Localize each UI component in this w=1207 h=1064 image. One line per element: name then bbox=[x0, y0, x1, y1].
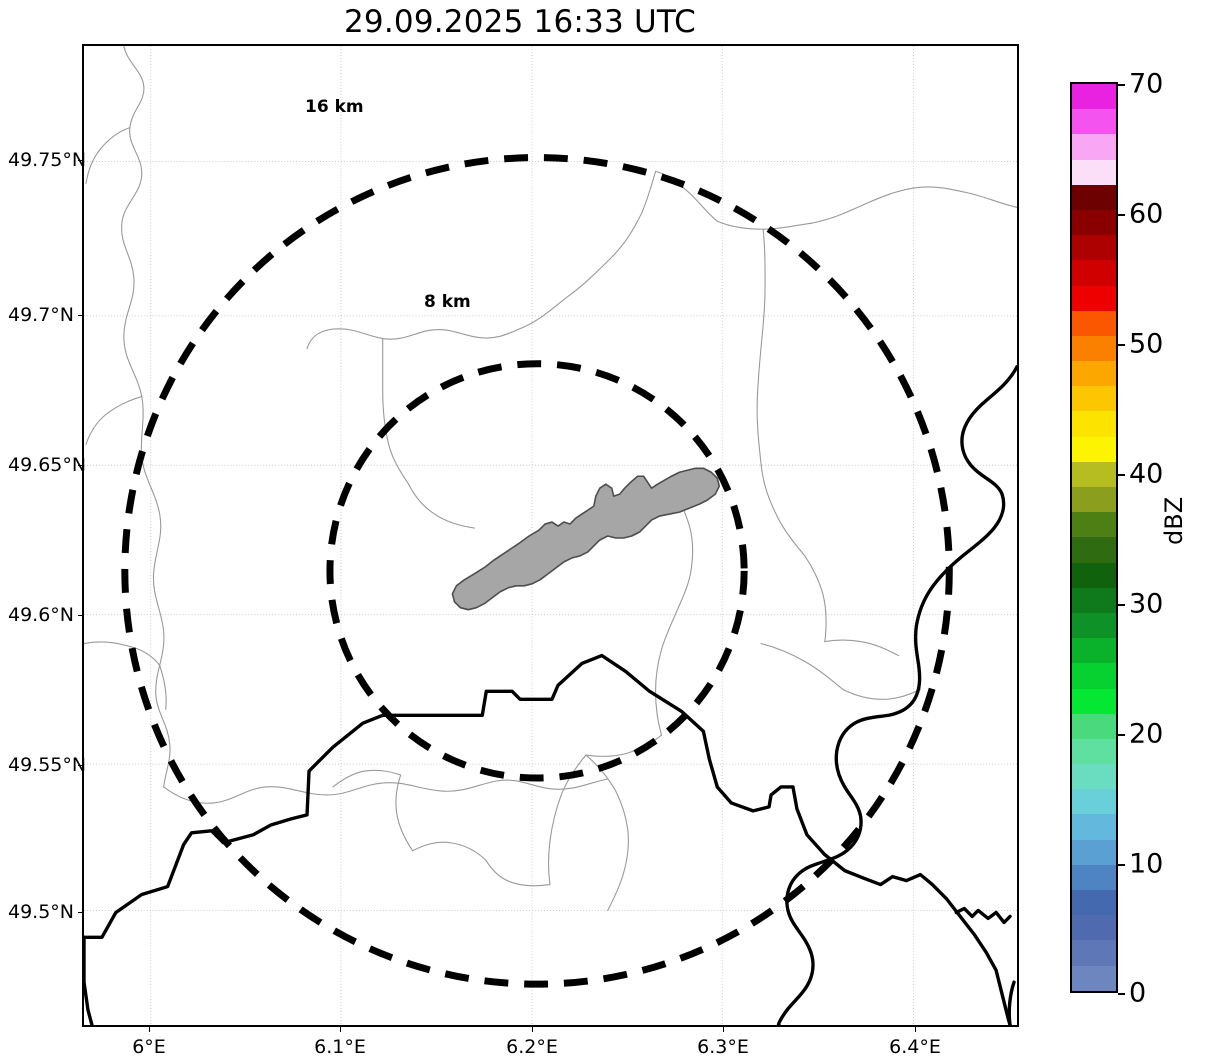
colorbar-band-23 bbox=[1072, 663, 1116, 689]
colorbar-band-14 bbox=[1072, 436, 1116, 462]
colorbar-tickmark bbox=[1118, 214, 1125, 216]
colorbar-band-29 bbox=[1072, 814, 1116, 840]
y-tick-label-3: 49.6°N bbox=[8, 604, 75, 626]
colorbar-tick-label-10: 10 bbox=[1129, 848, 1164, 880]
x-tickmark bbox=[340, 1027, 341, 1032]
map-axes[interactable] bbox=[82, 44, 1019, 1027]
colorbar-tickmark bbox=[1118, 734, 1125, 736]
x-tickmark bbox=[149, 1027, 150, 1032]
y-tickmark bbox=[78, 615, 83, 616]
colorbar-band-4 bbox=[1072, 184, 1116, 210]
admin-boundaries bbox=[84, 46, 1017, 912]
colorbar-band-13 bbox=[1072, 411, 1116, 437]
colorbar-tickmark bbox=[1118, 604, 1125, 606]
colorbar-band-3 bbox=[1072, 159, 1116, 185]
colorbar-tick-label-30: 30 bbox=[1129, 588, 1164, 620]
y-tick-label-5: 49.5°N bbox=[8, 901, 75, 923]
colorbar-tick-label-70: 70 bbox=[1129, 68, 1164, 100]
colorbar-tick-label-60: 60 bbox=[1129, 198, 1164, 230]
colorbar-band-18 bbox=[1072, 537, 1116, 563]
colorbar-band-9 bbox=[1072, 310, 1116, 336]
x-tickmark bbox=[723, 1027, 724, 1032]
x-tick-label-4: 6.4°E bbox=[889, 1036, 941, 1058]
y-tickmark bbox=[78, 160, 83, 161]
map-gridlines bbox=[84, 46, 1017, 1025]
y-tickmark bbox=[78, 465, 83, 466]
x-tick-label-1: 6.1°E bbox=[314, 1036, 366, 1058]
colorbar-band-16 bbox=[1072, 487, 1116, 513]
colorbar-band-6 bbox=[1072, 235, 1116, 261]
colorbar-tick-label-40: 40 bbox=[1129, 458, 1164, 490]
colorbar[interactable] bbox=[1070, 82, 1118, 993]
x-tick-label-2: 6.2°E bbox=[506, 1036, 558, 1058]
colorbar-band-21 bbox=[1072, 612, 1116, 639]
range-ring-16km bbox=[121, 154, 953, 988]
range-ring-8km bbox=[326, 360, 748, 782]
y-tickmark bbox=[78, 315, 83, 316]
colorbar-band-30 bbox=[1072, 839, 1116, 865]
x-tickmark bbox=[532, 1027, 533, 1032]
colorbar-band-5 bbox=[1072, 209, 1116, 236]
colorbar-band-0 bbox=[1072, 84, 1116, 110]
colorbar-band-34 bbox=[1072, 940, 1116, 966]
colorbar-tickmark bbox=[1118, 864, 1125, 866]
y-tickmark bbox=[78, 912, 83, 913]
range-ring-label-8km: 8 km bbox=[424, 292, 471, 312]
x-tick-label-0: 6°E bbox=[132, 1036, 166, 1058]
y-tick-label-2: 49.65°N bbox=[8, 454, 87, 476]
colorbar-band-27 bbox=[1072, 764, 1116, 790]
colorbar-tickmark bbox=[1118, 344, 1125, 346]
colorbar-band-33 bbox=[1072, 915, 1116, 941]
colorbar-band-26 bbox=[1072, 738, 1116, 765]
colorbar-band-1 bbox=[1072, 109, 1116, 135]
colorbar-band-12 bbox=[1072, 386, 1116, 412]
colorbar-tick-label-50: 50 bbox=[1129, 328, 1164, 360]
colorbar-band-10 bbox=[1072, 335, 1116, 362]
colorbar-band-17 bbox=[1072, 512, 1116, 538]
range-ring-label-16km: 16 km bbox=[305, 97, 364, 117]
colorbar-tick-label-0: 0 bbox=[1129, 977, 1147, 1009]
page-title: 29.09.2025 16:33 UTC bbox=[344, 4, 696, 40]
colorbar-tickmark bbox=[1118, 993, 1125, 995]
city-polygon bbox=[451, 467, 721, 611]
colorbar-band-28 bbox=[1072, 789, 1116, 815]
colorbar-band-11 bbox=[1072, 361, 1116, 387]
colorbar-tick-label-20: 20 bbox=[1129, 718, 1164, 750]
x-tick-label-3: 6.3°E bbox=[697, 1036, 749, 1058]
colorbar-band-22 bbox=[1072, 638, 1116, 664]
map-canvas bbox=[84, 46, 1017, 1025]
colorbar-band-8 bbox=[1072, 285, 1116, 311]
x-tickmark bbox=[915, 1027, 916, 1032]
colorbar-band-35 bbox=[1072, 965, 1116, 991]
y-tickmark bbox=[78, 765, 83, 766]
colorbar-band-24 bbox=[1072, 688, 1116, 714]
colorbar-band-32 bbox=[1072, 890, 1116, 916]
colorbar-tickmark bbox=[1118, 84, 1125, 86]
range-rings bbox=[121, 154, 953, 988]
colorbar-band-7 bbox=[1072, 260, 1116, 286]
colorbar-band-25 bbox=[1072, 713, 1116, 739]
y-tick-label-0: 49.75°N bbox=[8, 149, 87, 171]
colorbar-band-19 bbox=[1072, 562, 1116, 588]
colorbar-band-15 bbox=[1072, 461, 1116, 487]
colorbar-tickmark bbox=[1118, 474, 1125, 476]
colorbar-band-20 bbox=[1072, 587, 1116, 613]
colorbar-title: dBZ bbox=[1160, 496, 1188, 545]
country-borders bbox=[84, 364, 1017, 1025]
colorbar-band-2 bbox=[1072, 134, 1116, 160]
y-tick-label-4: 49.55°N bbox=[8, 754, 87, 776]
colorbar-band-31 bbox=[1072, 864, 1116, 890]
y-tick-label-1: 49.7°N bbox=[8, 304, 75, 326]
